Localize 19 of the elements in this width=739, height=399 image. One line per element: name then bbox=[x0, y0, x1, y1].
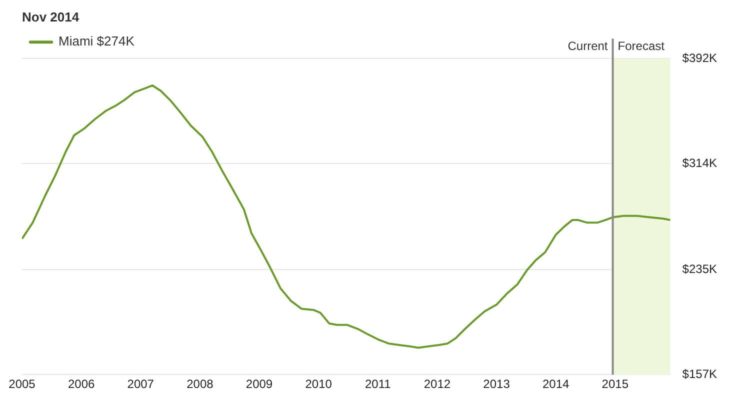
x-tick-label: 2012 bbox=[424, 377, 451, 392]
x-tick-label: 2015 bbox=[602, 377, 629, 392]
x-tick-label: 2011 bbox=[364, 377, 392, 392]
x-tick-label: 2009 bbox=[246, 377, 273, 392]
y-tick-label: $314K bbox=[682, 156, 718, 170]
legend-label: Miami $274K bbox=[58, 34, 135, 49]
x-tick-label: 2006 bbox=[68, 377, 95, 392]
x-tick-label: 2007 bbox=[127, 377, 154, 392]
y-tick-label: $157K bbox=[682, 366, 718, 381]
y-tick-label: $392K bbox=[682, 50, 718, 65]
chart-title: Nov 2014 bbox=[22, 9, 80, 24]
x-tick-label: 2014 bbox=[542, 377, 570, 392]
ref-line-label: Current bbox=[568, 38, 608, 53]
x-tick-label: 2010 bbox=[305, 377, 332, 392]
x-tick-label: 2008 bbox=[186, 377, 214, 392]
x-tick-label: 2013 bbox=[483, 377, 510, 392]
x-tick-label: 2005 bbox=[8, 377, 36, 392]
y-tick-label: $235K bbox=[682, 262, 718, 276]
band-label: Forecast bbox=[618, 38, 666, 53]
